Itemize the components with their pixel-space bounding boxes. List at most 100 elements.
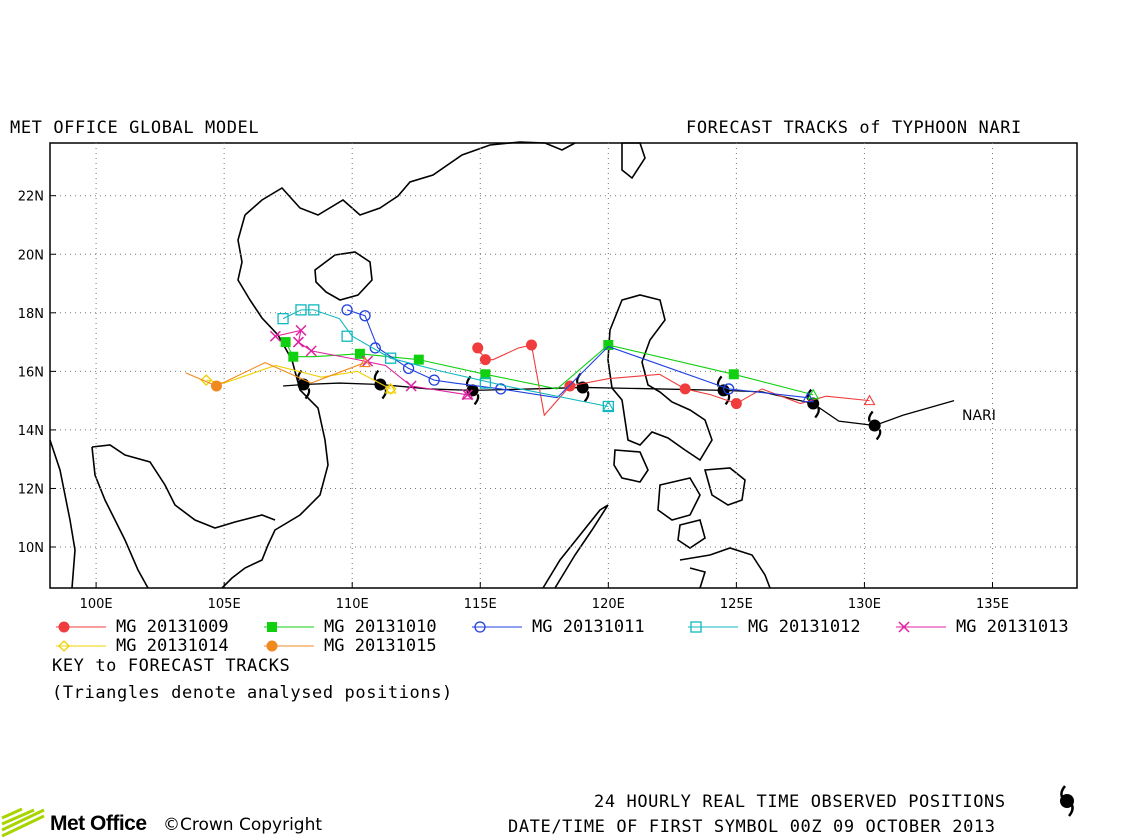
forecast-track [280,337,820,400]
forecast-marker [728,369,739,380]
plot-frame [49,142,1078,589]
legend-swatch [56,621,106,633]
legend-swatch [264,622,314,632]
tick-label-lat: 14N [18,424,44,439]
legend-entry: MG 20131010 [262,617,462,637]
forecast-marker [384,383,397,395]
forecast-marker [308,304,320,316]
tick-label-lat: 22N [18,190,44,205]
met-office-logo-icon [1,808,45,838]
forecast-marker [359,310,371,322]
forecast-marker [730,398,742,410]
copyright-notice: ©Crown Copyright [163,815,323,835]
forecast-track [277,304,615,413]
analysed-position-triangle [807,388,820,400]
forecast-track [341,304,815,403]
forecast-track-line [477,344,870,417]
tick-label-lat: 16N [18,365,44,380]
forecast-track [269,324,474,401]
legend-label: MG 20131010 [324,617,437,637]
legend-entry: MG 20131009 [54,617,254,637]
forecast-marker [428,374,440,386]
analysed-position-triangle [384,382,397,394]
legend-label: MG 20131011 [532,617,645,637]
legend-swatch-marker [474,621,486,633]
legend-label: MG 20131013 [956,617,1069,637]
forecast-marker [369,342,381,354]
first-symbol-datetime: DATE/TIME OF FIRST SYMBOL 00Z 09 OCTOBER… [508,817,996,837]
observed-typhoon-symbol [373,369,388,400]
forecast-marker [472,342,484,354]
storm-label: NARI [962,408,996,424]
analysed-position-triangle [802,391,815,403]
forecast-track-line [206,364,391,390]
tick-label-lon: 105E [208,597,241,612]
forecast-marker [405,380,417,392]
tick-label-lon: 135E [976,597,1009,612]
legend-entry: MG 20131011 [470,617,670,637]
axis-ticks: 100E 105E 110E 115E 120E 125E 130E 135E 10N 12N 14… [18,190,1009,612]
forecast-marker [564,380,576,392]
grid [50,143,1077,588]
legend-label: MG 20131014 [116,636,229,656]
forecast-marker [384,352,397,364]
legend-label: MG 20131015 [324,636,437,656]
forecast-marker [305,345,317,357]
legend-swatch [56,640,106,652]
legend-label: MG 20131009 [116,617,229,637]
forecast-marker [269,330,281,342]
tick-label-lat: 12N [18,482,44,497]
forecast-marker [354,348,365,359]
forecast-marker [295,304,307,316]
forecast-marker [723,383,735,395]
legend-entry: MG 20131014 [54,636,254,656]
tick-label-lat: 10N [18,541,44,556]
analysed-position-triangle [359,356,371,368]
forecast-marker [200,374,213,387]
tick-label-lon: 100E [80,597,113,612]
legend-swatch-marker [690,621,702,633]
forecast-marker [480,369,491,380]
forecast-marker [525,339,537,351]
forecast-marker [495,383,507,395]
tick-label-lat: 18N [18,307,44,322]
forecast-track-line [346,309,809,399]
legend-note: (Triangles denote analysed positions) [52,683,453,703]
legend-swatch-marker [898,621,910,633]
legend-swatch [264,640,314,652]
tick-label-lat: 20N [18,248,44,263]
legend-swatch [472,621,522,633]
forecast-marker [295,324,307,336]
forecast-marker [210,380,222,392]
chart-title: FORECAST TRACKS of TYPHOON NARI [686,118,1022,138]
analysed-position-triangle [602,400,615,412]
forecast-tracks [185,304,876,417]
observed-typhoon-symbol [868,410,882,441]
observed-typhoon-symbol [576,372,590,403]
legend-swatch [896,621,946,633]
tick-label-lon: 115E [464,597,497,612]
legend-key-title: KEY to FORECAST TRACKS [52,656,291,676]
forecast-marker [341,330,353,342]
forecast-marker [479,354,491,366]
forecast-marker [280,337,291,348]
forecast-track-line [282,309,609,408]
forecast-marker [603,340,614,351]
legend-swatch-marker [58,640,70,652]
forecast-marker [402,362,415,375]
legend-entry: MG 20131012 [686,617,886,637]
forecast-marker [277,313,289,325]
tick-label-lon: 110E [336,597,369,612]
forecast-marker [479,377,492,389]
observed-positions-note: 24 HOURLY REAL TIME OBSERVED POSITIONS [594,792,1006,812]
legend-entry: MG 20131015 [262,636,462,656]
typhoon-symbol-icon [1060,785,1074,817]
met-office-logo: Met Office [0,808,160,838]
legend-entry: MG 20131013 [894,617,1094,637]
model-title: MET OFFICE GLOBAL MODEL [10,118,260,138]
legend-swatch-marker [266,640,278,652]
analysed-position-triangle [461,388,474,400]
legend-swatch [688,621,738,633]
forecast-marker [602,400,614,413]
